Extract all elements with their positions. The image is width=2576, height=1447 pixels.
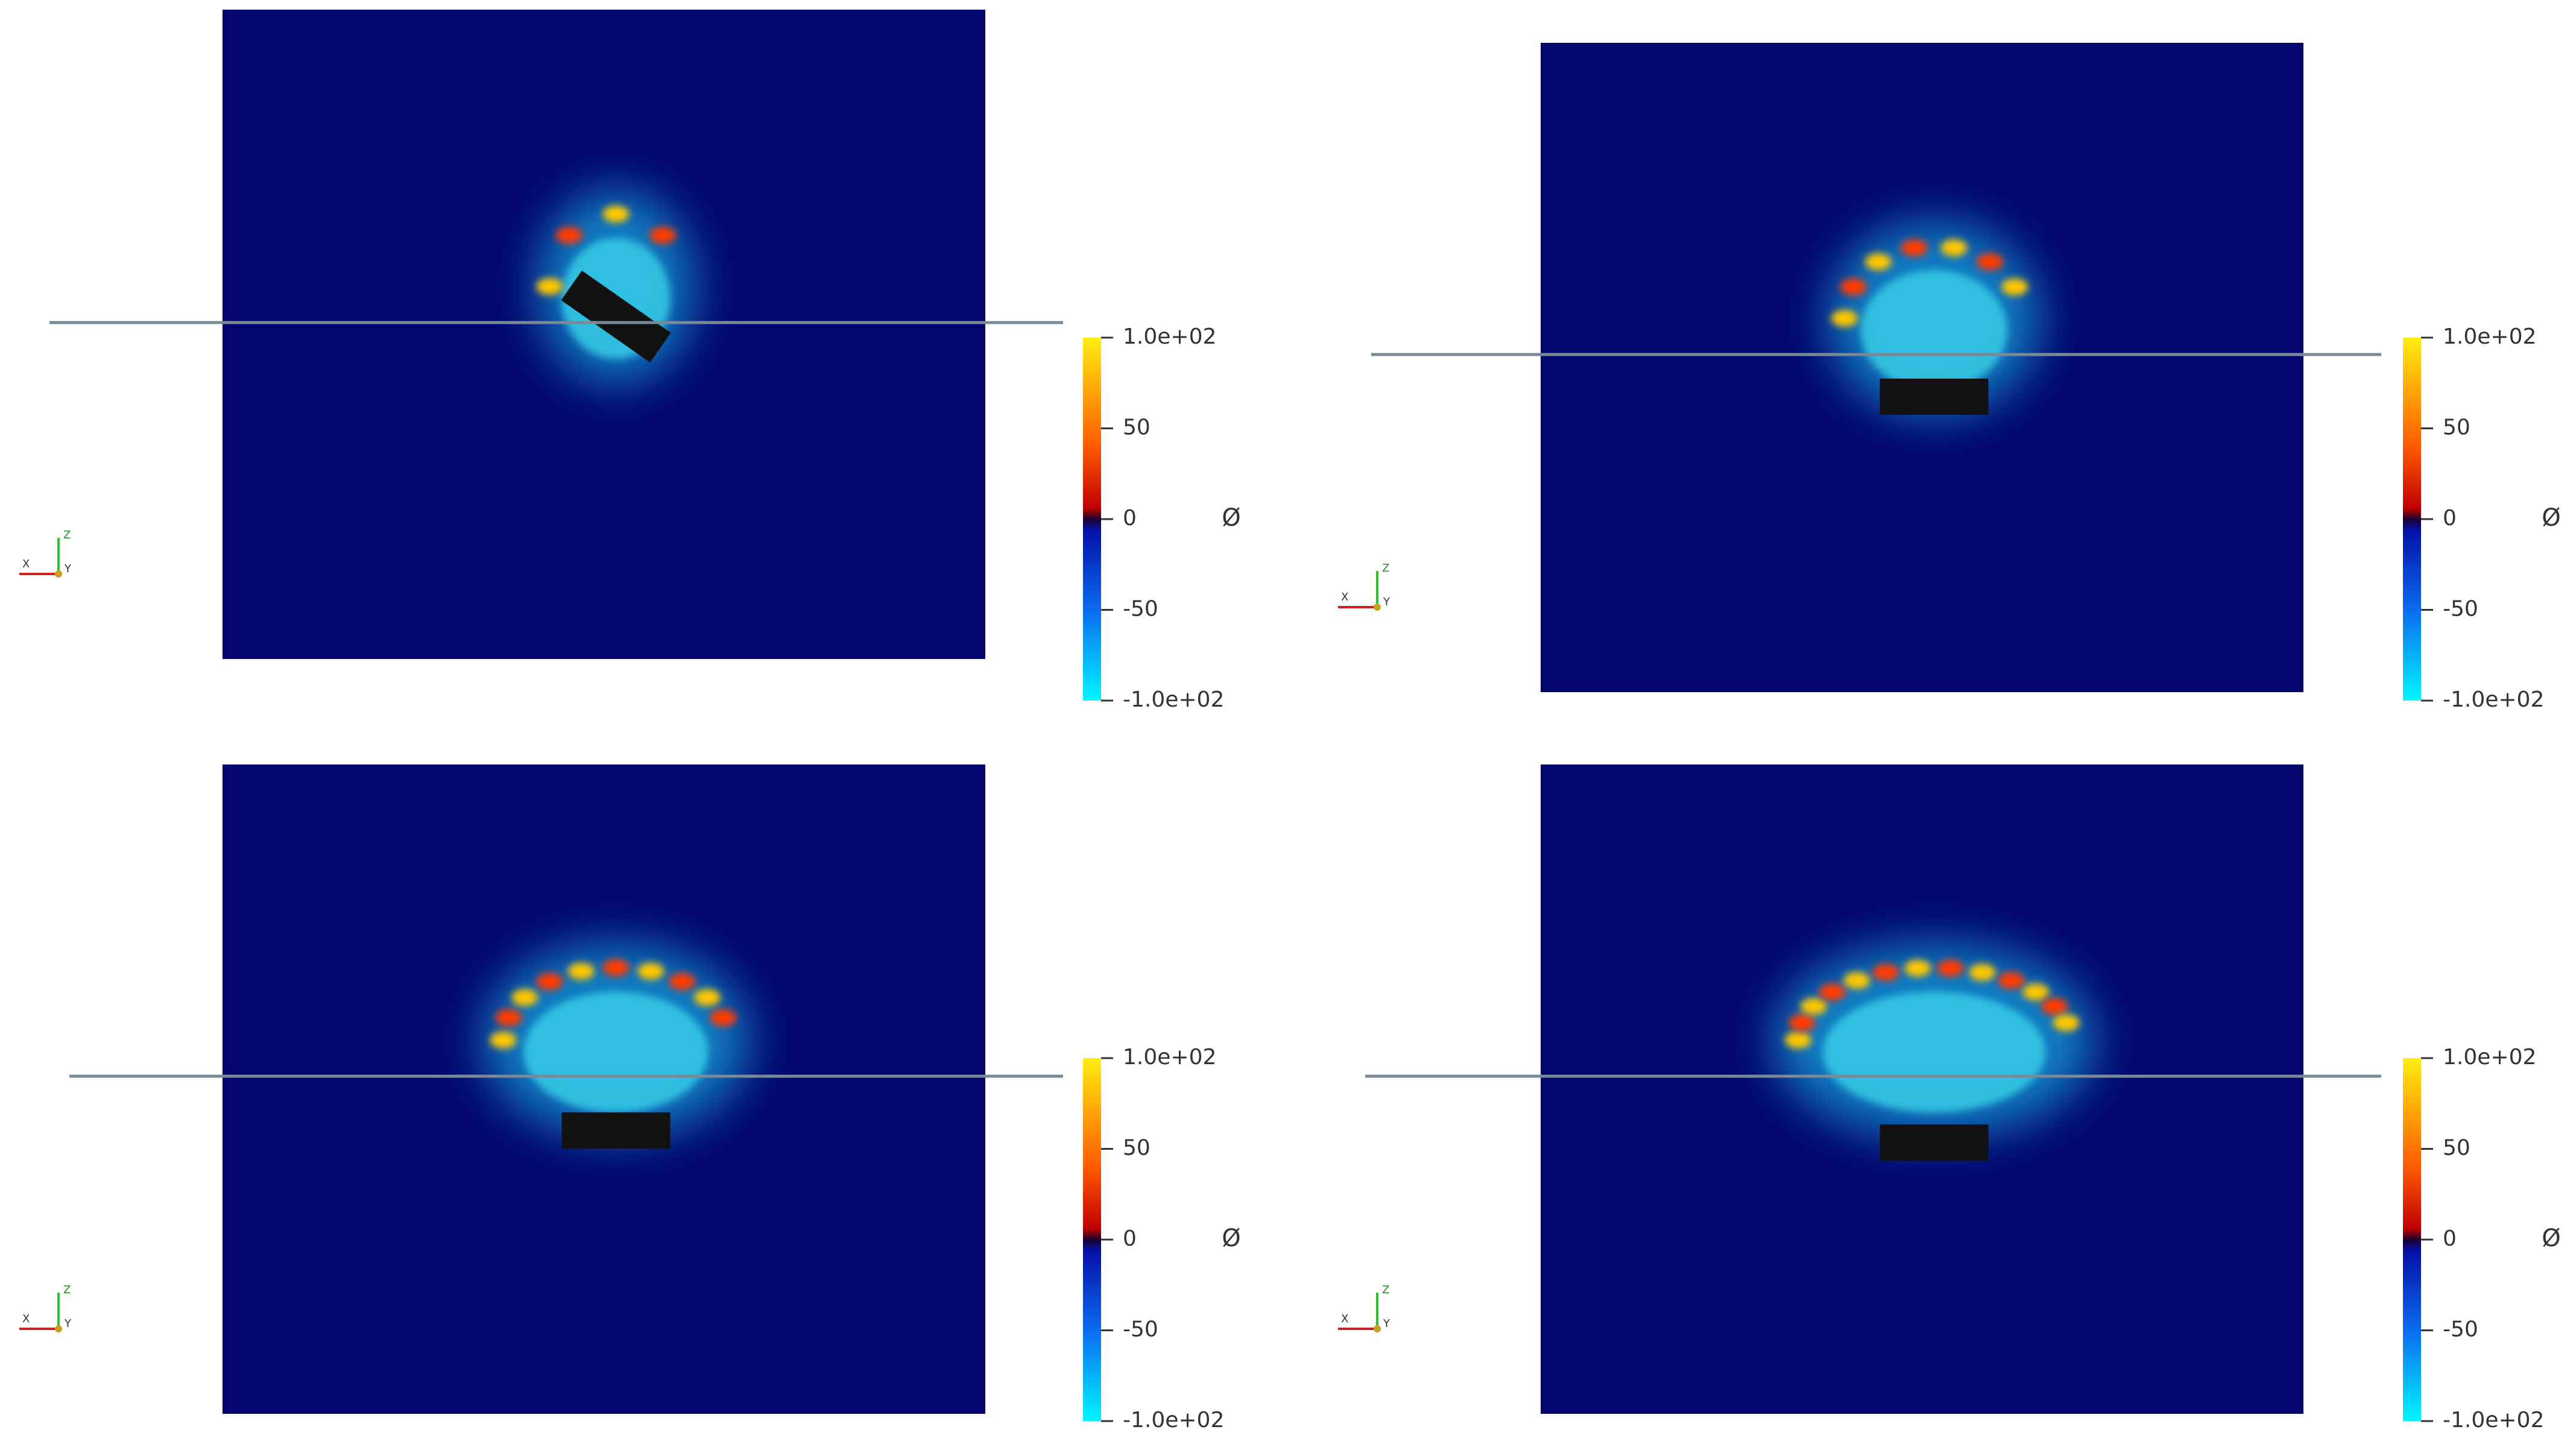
- vortex-blob: [2022, 983, 2050, 1001]
- colorbar-tick-label: -1.0e+02: [1123, 687, 1224, 712]
- colorbar-tick-label: 0: [2443, 506, 2457, 531]
- triad-y-label: Y: [1383, 596, 1391, 608]
- vortex-blob: [495, 1009, 522, 1026]
- vortex-blob: [1872, 963, 1899, 981]
- vortex-blob: [1800, 998, 1827, 1015]
- vortex-blob: [1940, 239, 1968, 257]
- triad-x-label: X: [1341, 1313, 1348, 1325]
- vortex-blob: [1998, 972, 2025, 989]
- body: [561, 270, 671, 363]
- triad-z-label: Z: [1382, 1284, 1389, 1296]
- colorbar-tick-label: 0: [1123, 506, 1137, 531]
- vortex-blob: [1937, 959, 1964, 977]
- colorbar-tick-label: 1.0e+02: [2443, 1045, 2536, 1070]
- colorbar-tick-label: -1.0e+02: [1123, 1408, 1224, 1433]
- vortex-blob: [602, 959, 630, 976]
- triad-x-label: X: [22, 558, 30, 570]
- colorbar-tick-label: 0: [1123, 1226, 1137, 1251]
- triad-y: [1374, 1325, 1381, 1332]
- colorbar-title: Ø: [1222, 504, 1240, 532]
- vortex-blob: [567, 962, 595, 980]
- vortex-blob: [555, 227, 582, 244]
- panel: 1.0e+02 50 0 -50 -1.0e+02 Ø Z X Y: [1338, 764, 2561, 1433]
- colorbar: [1083, 1058, 1101, 1421]
- vortex-blob: [1864, 253, 1892, 271]
- panel: 1.0e+02 50 0 -50 -1.0e+02 Ø Z X Y: [1338, 43, 2561, 712]
- triad-y: [1374, 604, 1381, 611]
- vortex-blob: [1901, 239, 1928, 257]
- colorbar: [2403, 1058, 2421, 1421]
- triad-y-label: Y: [64, 563, 72, 575]
- vortex-blob: [693, 989, 721, 1006]
- panel: 1.0e+02 50 0 -50 -1.0e+02 Ø Z X Y: [19, 764, 1241, 1433]
- colorbar: [1083, 338, 1101, 701]
- body: [1880, 379, 1989, 415]
- colorbar-tick-label: 50: [1123, 1136, 1151, 1161]
- vortex-blob: [1785, 1032, 1811, 1048]
- triad-y-label: Y: [64, 1317, 72, 1330]
- triad-z-label: Z: [1382, 562, 1389, 575]
- colorbar-tick-label: -1.0e+02: [2443, 1408, 2544, 1433]
- triad-y: [55, 1325, 62, 1332]
- triad-z-label: Z: [63, 1284, 71, 1296]
- vortex-core: [523, 992, 709, 1112]
- body: [1880, 1124, 1989, 1161]
- triad-x-label: X: [1341, 591, 1348, 604]
- vortex-blob: [1788, 1014, 1816, 1032]
- body: [561, 1112, 671, 1149]
- triad-x-label: X: [22, 1313, 30, 1325]
- vortex-blob: [1819, 983, 1846, 1001]
- vortex-blob: [511, 989, 538, 1006]
- vortex-blob: [2001, 278, 2028, 295]
- vortex-blob: [1977, 253, 2004, 271]
- colorbar-title: Ø: [2542, 1225, 2560, 1252]
- colorbar-tick-label: 50: [2443, 1136, 2470, 1161]
- vortex-blob: [1969, 963, 1996, 981]
- vortex-blob: [637, 962, 665, 980]
- colorbar-tick-label: 1.0e+02: [1123, 324, 1216, 349]
- vortex-blob: [2053, 1014, 2080, 1032]
- vortex-blob: [490, 1032, 517, 1048]
- vortex-core: [1861, 270, 2007, 391]
- colorbar-tick-label: -50: [2443, 1317, 2478, 1342]
- vortex-blob: [710, 1009, 737, 1026]
- vortex-blob: [1843, 972, 1870, 989]
- colorbar-tick-label: 50: [2443, 415, 2470, 440]
- vortex-blob: [1831, 310, 1858, 327]
- vortex-blob: [1840, 278, 1867, 295]
- vortex-blob: [669, 973, 696, 990]
- vortex-blob: [536, 973, 563, 990]
- vortex-blob: [1904, 959, 1931, 977]
- vortex-core: [1823, 992, 2045, 1112]
- colorbar-tick-label: 0: [2443, 1226, 2457, 1251]
- colorbar-tick-label: -50: [1123, 1317, 1158, 1342]
- colorbar-title: Ø: [1222, 1225, 1240, 1252]
- triad-y: [55, 570, 62, 578]
- vortex-blob: [2041, 998, 2068, 1015]
- triad-z-label: Z: [63, 529, 71, 541]
- vortex-blob: [536, 278, 563, 295]
- colorbar-tick-label: 50: [1123, 415, 1151, 440]
- colorbar-tick-label: 1.0e+02: [1123, 1045, 1216, 1070]
- colorbar-tick-label: -50: [2443, 597, 2478, 622]
- triad-y-label: Y: [1383, 1317, 1391, 1330]
- vortex-blob: [649, 227, 677, 244]
- colorbar-tick-label: -1.0e+02: [2443, 687, 2544, 712]
- colorbar-title: Ø: [2542, 504, 2560, 532]
- panel: 1.0e+02 50 0 -50 -1.0e+02 Ø Z X Y: [19, 10, 1241, 712]
- vortex-blob: [602, 206, 630, 222]
- colorbar: [2403, 338, 2421, 701]
- colorbar-tick-label: 1.0e+02: [2443, 324, 2536, 349]
- colorbar-tick-label: -50: [1123, 597, 1158, 622]
